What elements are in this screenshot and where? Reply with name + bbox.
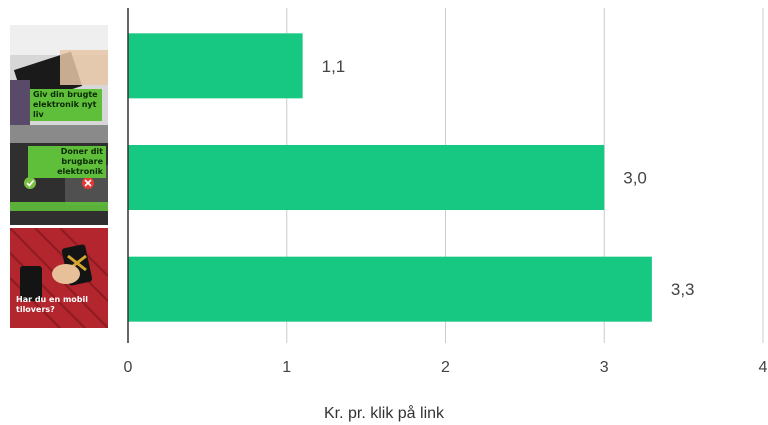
thumbnail-ad-3: Har du en mobil tilovers? <box>10 228 108 328</box>
x-tick-label: 2 <box>441 359 450 376</box>
bar <box>128 145 605 210</box>
check-icon <box>24 177 36 189</box>
x-tick-label: 3 <box>600 359 609 376</box>
thumbnail-ad-1: Giv din brugte elektronik nyt liv <box>10 25 108 125</box>
x-tick-label: 0 <box>124 359 133 376</box>
thumbnail-ad-2-caption: Doner dit brugbare elektronik <box>28 146 106 178</box>
thumbnail-ad-3-caption: Har du en mobil tilovers? <box>16 295 88 314</box>
data-label: 3,3 <box>671 280 695 299</box>
x-axis-title: Kr. pr. klik på link <box>323 405 445 422</box>
thumbnail-ad-3-image <box>10 228 108 328</box>
x-tick-label: 1 <box>282 359 291 376</box>
thumbnail-ad-1-caption: Giv din brugte elektronik nyt liv <box>30 89 102 121</box>
bar <box>128 256 652 322</box>
thumbnail-ad-2: Doner dit brugbare elektronik <box>10 125 108 225</box>
data-label: 1,1 <box>322 57 346 76</box>
data-label: 3,0 <box>623 169 647 188</box>
x-tick-label: 4 <box>759 359 768 376</box>
bar <box>128 33 303 99</box>
